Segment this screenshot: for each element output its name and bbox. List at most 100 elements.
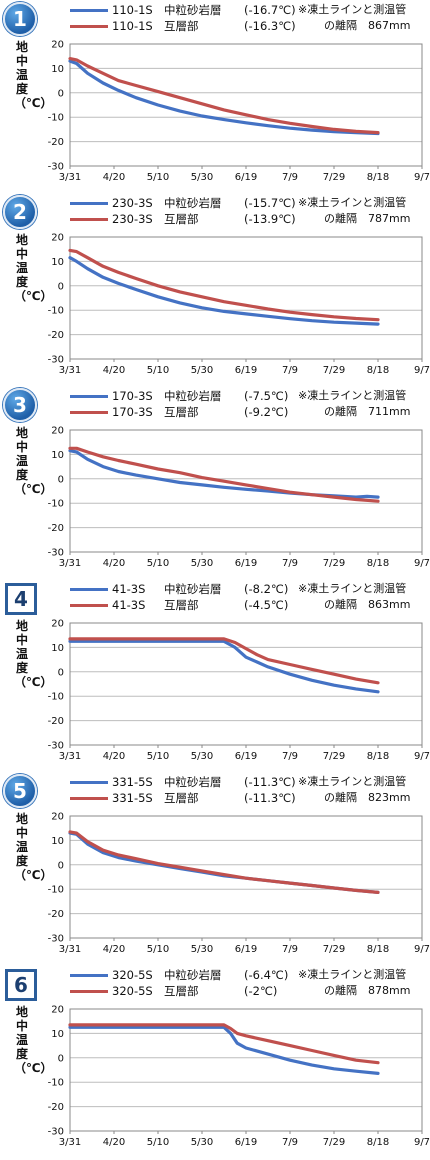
legend-line-swatch bbox=[70, 201, 108, 205]
note-line-2: の離隔 867mm bbox=[324, 19, 411, 32]
series-line-blue bbox=[68, 449, 380, 499]
x-tick-label: 4/20 bbox=[103, 944, 125, 955]
x-tick-label: 3/31 bbox=[59, 1137, 81, 1148]
legend-series-name: 320-5S bbox=[112, 968, 153, 982]
series-line-red bbox=[68, 446, 380, 503]
chart-panel-3: 3 170-3S 中粒砂岩層 (-7.5℃) 170-3S 互層部 (-9.2℃) ※凍土ライ… bbox=[0, 386, 430, 579]
badge-number: 1 bbox=[13, 7, 27, 31]
x-tick-label: 7/9 bbox=[282, 172, 298, 183]
x-tick-label: 3/31 bbox=[59, 558, 81, 569]
series-line-red bbox=[68, 830, 380, 895]
legend-series-desc: 互層部 bbox=[164, 984, 199, 998]
y-tick-label: -20 bbox=[48, 909, 64, 920]
distance-note: ※凍土ラインと測温管 の離隔 711mm bbox=[298, 388, 410, 420]
series-line-blue bbox=[68, 256, 380, 326]
x-tick-label: 7/9 bbox=[282, 365, 298, 376]
x-tick-label: 7/29 bbox=[323, 944, 345, 955]
x-tick-label: 7/9 bbox=[282, 751, 298, 762]
x-tick-label: 6/19 bbox=[235, 751, 257, 762]
legend-series-name: 331-5S bbox=[112, 775, 153, 789]
legend-series-desc: 互層部 bbox=[164, 598, 199, 612]
y-tick-label: 0 bbox=[58, 474, 64, 485]
badge-number: 5 bbox=[13, 779, 27, 803]
y-tick-label: 20 bbox=[51, 1005, 64, 1016]
legend-series-name: 230-3S bbox=[112, 212, 153, 226]
badge-3: 3 bbox=[3, 388, 37, 422]
x-tick-label: 9/7 bbox=[414, 558, 430, 569]
y-tick-label: -30 bbox=[48, 741, 64, 752]
y-tick-label: -10 bbox=[48, 885, 64, 896]
series-line-red bbox=[68, 1023, 380, 1065]
legend-series-name: 41-3S bbox=[112, 582, 146, 596]
y-tick-label: -10 bbox=[48, 692, 64, 703]
badge-number: 2 bbox=[13, 200, 27, 224]
series-line-red bbox=[68, 248, 380, 322]
legend-series-name: 170-3S bbox=[112, 389, 153, 403]
x-tick-label: 3/31 bbox=[59, 944, 81, 955]
y-tick-label: -30 bbox=[48, 548, 64, 559]
x-tick-label: 7/9 bbox=[282, 1137, 298, 1148]
badge-5: 5 bbox=[3, 774, 37, 808]
legend-entry: 170-3S 中粒砂岩層 (-7.5℃) bbox=[70, 388, 304, 404]
x-tick-label: 5/30 bbox=[191, 365, 213, 376]
legend-series-value: (-13.9℃) bbox=[244, 212, 296, 226]
y-tick-label: 0 bbox=[58, 860, 64, 871]
legend-series-value: (-11.3℃) bbox=[244, 775, 296, 789]
y-tick-label: 20 bbox=[51, 812, 64, 823]
badge-number: 6 bbox=[14, 973, 28, 997]
plot-area: 20 10 0 -10 -20 -303/31 4/20 5/10 5/30 6/19 7/9 7/2… bbox=[48, 1005, 430, 1149]
distance-note: ※凍土ラインと測温管 の離隔 863mm bbox=[298, 581, 410, 613]
legend-line-swatch bbox=[70, 217, 108, 221]
legend-entry: 320-5S 互層部 (-2℃) bbox=[70, 983, 304, 999]
y-tick-label: -30 bbox=[48, 355, 64, 366]
legend-series-desc: 互層部 bbox=[164, 19, 199, 33]
legend-series-desc: 中粒砂岩層 bbox=[164, 968, 222, 982]
legend-series-value: (-15.7℃) bbox=[244, 196, 296, 210]
series-line-blue bbox=[68, 831, 380, 895]
legend-series-value: (-4.5℃) bbox=[244, 598, 289, 612]
y-tick-label: 10 bbox=[51, 643, 64, 654]
legend-entry: 331-5S 互層部 (-11.3℃) bbox=[70, 790, 304, 806]
x-tick-label: 6/19 bbox=[235, 1137, 257, 1148]
badge-number: 4 bbox=[14, 587, 28, 611]
x-tick-label: 4/20 bbox=[103, 751, 125, 762]
badge-1: 1 bbox=[3, 2, 37, 36]
plot-area: 20 10 0 -10 -20 -303/31 4/20 5/10 5/30 6/19 7/9 7/2… bbox=[48, 40, 430, 184]
series-line-blue bbox=[68, 1025, 380, 1076]
legend-series-value: (-16.7℃) bbox=[244, 3, 296, 17]
legend-series-name: 110-1S bbox=[112, 19, 153, 33]
x-tick-label: 7/29 bbox=[323, 558, 345, 569]
y-tick-label: 10 bbox=[51, 64, 64, 75]
note-line-1: ※凍土ラインと測温管 bbox=[298, 582, 407, 595]
note-line-1: ※凍土ラインと測温管 bbox=[298, 775, 407, 788]
legend-series-desc: 中粒砂岩層 bbox=[164, 389, 222, 403]
y-tick-label: -10 bbox=[48, 499, 64, 510]
badge-number: 3 bbox=[13, 393, 27, 417]
y-tick-label: -10 bbox=[48, 113, 64, 124]
y-tick-label: -30 bbox=[48, 1127, 64, 1138]
legend-series-value: (-7.5℃) bbox=[244, 389, 289, 403]
x-tick-label: 9/7 bbox=[414, 751, 430, 762]
y-tick-label: -20 bbox=[48, 137, 64, 148]
legend-entry: 170-3S 互層部 (-9.2℃) bbox=[70, 404, 304, 420]
x-tick-label: 6/19 bbox=[235, 944, 257, 955]
legend-entry: 110-1S 中粒砂岩層 (-16.7℃) bbox=[70, 2, 304, 18]
x-tick-label: 3/31 bbox=[59, 751, 81, 762]
x-tick-label: 7/29 bbox=[323, 365, 345, 376]
x-tick-label: 8/18 bbox=[367, 558, 389, 569]
legend-entry: 320-5S 中粒砂岩層 (-6.4℃) bbox=[70, 967, 304, 983]
legend-line-swatch bbox=[70, 8, 108, 12]
legend-series-desc: 中粒砂岩層 bbox=[164, 775, 222, 789]
plot-area: 20 10 0 -10 -20 -303/31 4/20 5/10 5/30 6/19 7/9 7/2… bbox=[48, 619, 430, 763]
x-tick-label: 7/29 bbox=[323, 172, 345, 183]
x-tick-label: 9/7 bbox=[414, 172, 430, 183]
legend-series-desc: 中粒砂岩層 bbox=[164, 196, 222, 210]
x-tick-label: 5/10 bbox=[147, 944, 169, 955]
note-line-1: ※凍土ラインと測温管 bbox=[298, 968, 407, 981]
x-tick-label: 9/7 bbox=[414, 365, 430, 376]
legend-series-value: (-6.4℃) bbox=[244, 968, 289, 982]
x-tick-label: 8/18 bbox=[367, 751, 389, 762]
x-tick-label: 8/18 bbox=[367, 944, 389, 955]
legend-series-value: (-2℃) bbox=[244, 984, 278, 998]
legend: 41-3S 中粒砂岩層 (-8.2℃) 41-3S 互層部 (-4.5℃) bbox=[70, 581, 304, 613]
